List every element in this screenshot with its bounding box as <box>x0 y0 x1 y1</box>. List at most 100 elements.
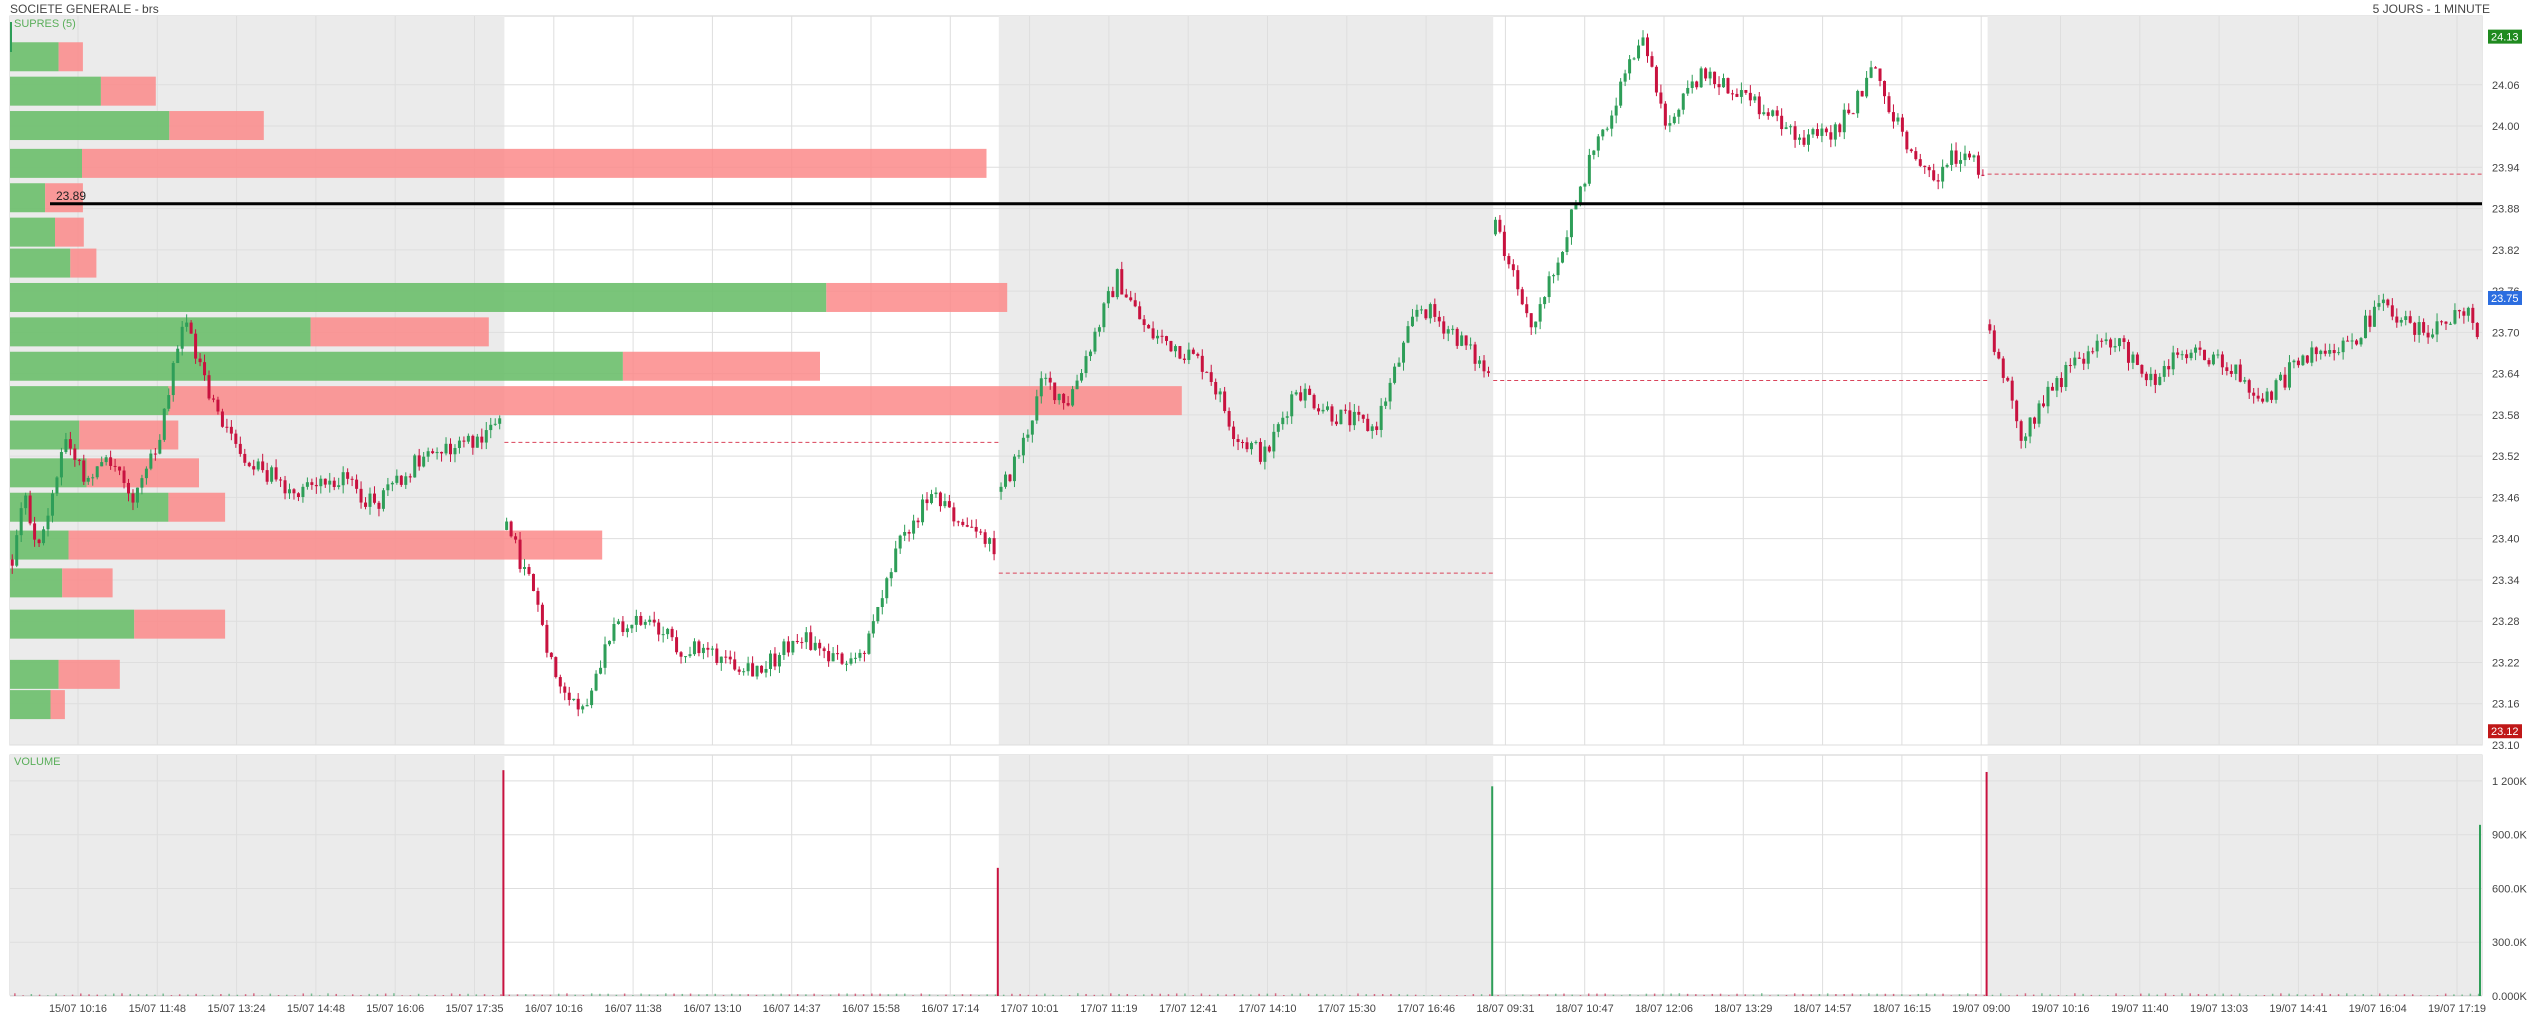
volume-bar <box>508 994 511 996</box>
volume-bar <box>417 993 420 996</box>
volume-bar <box>2296 994 2299 996</box>
volume-bar <box>2461 994 2463 996</box>
candle-body-up <box>764 668 768 673</box>
candle-body-up <box>1406 326 1410 343</box>
volume-bar <box>96 994 99 996</box>
candle-body-down <box>2033 417 2037 424</box>
candle-body-up <box>921 499 925 523</box>
candle-body-down <box>77 459 81 461</box>
candle-body-up <box>1811 129 1815 135</box>
volume-bar <box>1439 994 1442 996</box>
candle-body-down <box>372 493 376 503</box>
candle-body-up <box>1856 90 1860 114</box>
candle-body-down <box>2019 421 2023 441</box>
volume-bar <box>1077 993 1079 996</box>
volume-bar <box>1184 993 1186 996</box>
candle-body-down <box>440 451 444 454</box>
candle-body-up <box>1552 275 1556 277</box>
candle-body-up <box>2265 391 2269 402</box>
candle-body-down <box>364 502 368 507</box>
candle-body-down <box>28 495 32 524</box>
time-tick-label: 17/07 11:19 <box>1080 1003 1137 1015</box>
candle-body-down <box>1236 439 1240 442</box>
volume-bar <box>846 993 848 996</box>
candle-body-down <box>220 411 224 427</box>
volume-bar <box>1777 994 1779 996</box>
candle-body-up <box>457 440 461 449</box>
candle-body-up <box>2064 365 2068 388</box>
volume-bar <box>426 994 428 996</box>
volume-bar <box>1736 993 1738 996</box>
candle-body-up <box>684 656 688 658</box>
candle-body-down <box>1713 71 1717 85</box>
candle-body-down <box>795 640 799 643</box>
profile-sell-bar <box>310 317 489 347</box>
candle-body-up <box>777 654 781 667</box>
volume-bar <box>71 994 74 996</box>
candle-body-up <box>2466 307 2470 316</box>
candle-body-down <box>509 521 513 537</box>
volume-bar <box>1316 993 1318 996</box>
profile-sell-bar <box>50 690 65 720</box>
volume-bar <box>1035 994 1038 996</box>
volume-bar <box>1398 994 1400 996</box>
volume-bar <box>409 995 412 996</box>
profile-sell-bar <box>168 386 1182 416</box>
volume-bar <box>1563 993 1565 996</box>
candle-body-up <box>466 435 470 442</box>
time-tick-label: 15/07 11:48 <box>129 1003 186 1015</box>
candle-body-up <box>692 641 696 655</box>
candle-body-up <box>104 457 108 463</box>
candle-body-up <box>86 477 90 482</box>
candle-body-down <box>1330 406 1334 422</box>
price-tick-label: 23.82 <box>2492 245 2520 257</box>
candle-body-up <box>1071 389 1075 406</box>
candle-body-down <box>2135 354 2139 365</box>
volume-bar <box>2016 994 2018 996</box>
candle-body-down <box>1735 93 1739 97</box>
session-shade <box>10 755 505 995</box>
volume-bar <box>1192 995 1194 996</box>
candle-body-up <box>1806 134 1810 145</box>
candle-body-up <box>2399 319 2403 323</box>
volume-bar <box>1381 994 1384 996</box>
candle-body-down <box>252 466 256 470</box>
candle-body-down <box>292 489 296 494</box>
volume-bar <box>2469 993 2472 996</box>
candle-body-up <box>804 632 808 643</box>
candle-body-up <box>50 493 54 516</box>
candle-body-up <box>1173 346 1177 352</box>
candle-body-up <box>894 548 898 573</box>
time-tick-label: 16/07 10:16 <box>525 1003 583 1015</box>
candle-body-down <box>1654 66 1658 93</box>
candle-body-down <box>2355 340 2359 345</box>
candle-body-down <box>462 440 466 442</box>
candle-body-down <box>1200 355 1204 372</box>
volume-bar <box>1167 994 1170 996</box>
session-shade <box>998 16 1494 745</box>
profile-sell-bar <box>82 148 987 178</box>
candle-body-down <box>1498 219 1502 232</box>
candle-body-down <box>1442 321 1446 334</box>
candle-body-up <box>2104 339 2108 342</box>
candle-body-up <box>2341 340 2345 353</box>
candle-body-up <box>1820 128 1824 136</box>
candle-body-up <box>1614 105 1618 116</box>
candle-body-up <box>1699 68 1703 88</box>
volume-bar <box>1859 994 1862 996</box>
volume-bar <box>648 994 651 996</box>
volume-bar <box>2197 994 2200 996</box>
volume-panel-background <box>9 754 2483 996</box>
candle-body-down <box>1704 68 1708 79</box>
volume-bar <box>351 994 354 996</box>
profile-buy-bar <box>10 183 46 213</box>
candle-body-up <box>1677 109 1681 117</box>
candle-body-down <box>68 439 72 449</box>
candle-body-up <box>1596 136 1600 151</box>
candle-body-down <box>2082 358 2086 364</box>
candle-body-up <box>1784 127 1788 130</box>
candle-body-down <box>2261 398 2265 402</box>
candle-body-down <box>2167 366 2171 370</box>
candle-body-up <box>643 622 647 625</box>
